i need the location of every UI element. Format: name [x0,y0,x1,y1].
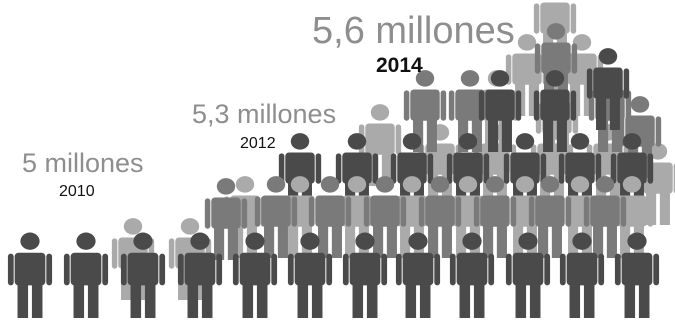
person-icon-5 [358,104,402,186]
person-icon-46 [120,232,166,318]
person-icon-37 [254,176,298,258]
person-icon-40 [418,176,462,258]
person-icon-16 [478,70,522,152]
person-icon-43 [583,176,627,258]
value-label-2014: 5,6 millones [312,10,515,52]
person-icon-11 [534,23,578,105]
person-icon-53 [505,232,551,318]
year-label-2010: 2010 [59,183,95,200]
value-label-2010: 5 millones [22,148,144,178]
person-icon-55 [614,232,660,318]
person-icon-17 [533,70,577,152]
year-label-2012: 2012 [240,135,276,152]
person-icon-50 [342,232,388,318]
person-icon-36 [204,178,248,260]
person-icon-39 [363,176,407,258]
person-icon-44 [7,232,53,318]
person-icon-41 [473,176,517,258]
person-icon-25 [610,133,654,215]
person-icon-45 [63,232,109,318]
person-icon-42 [528,176,572,258]
value-label-2012: 5,3 millones [192,99,337,129]
person-icon-51 [395,232,441,318]
person-icon-38 [308,176,352,258]
person-icon-54 [559,232,605,318]
person-icon-48 [232,232,278,318]
year-label-2014: 2014 [376,54,423,77]
person-icon-52 [449,232,495,318]
person-icon-47 [177,232,223,318]
person-icon-49 [287,232,333,318]
person-icon-18 [586,48,630,130]
